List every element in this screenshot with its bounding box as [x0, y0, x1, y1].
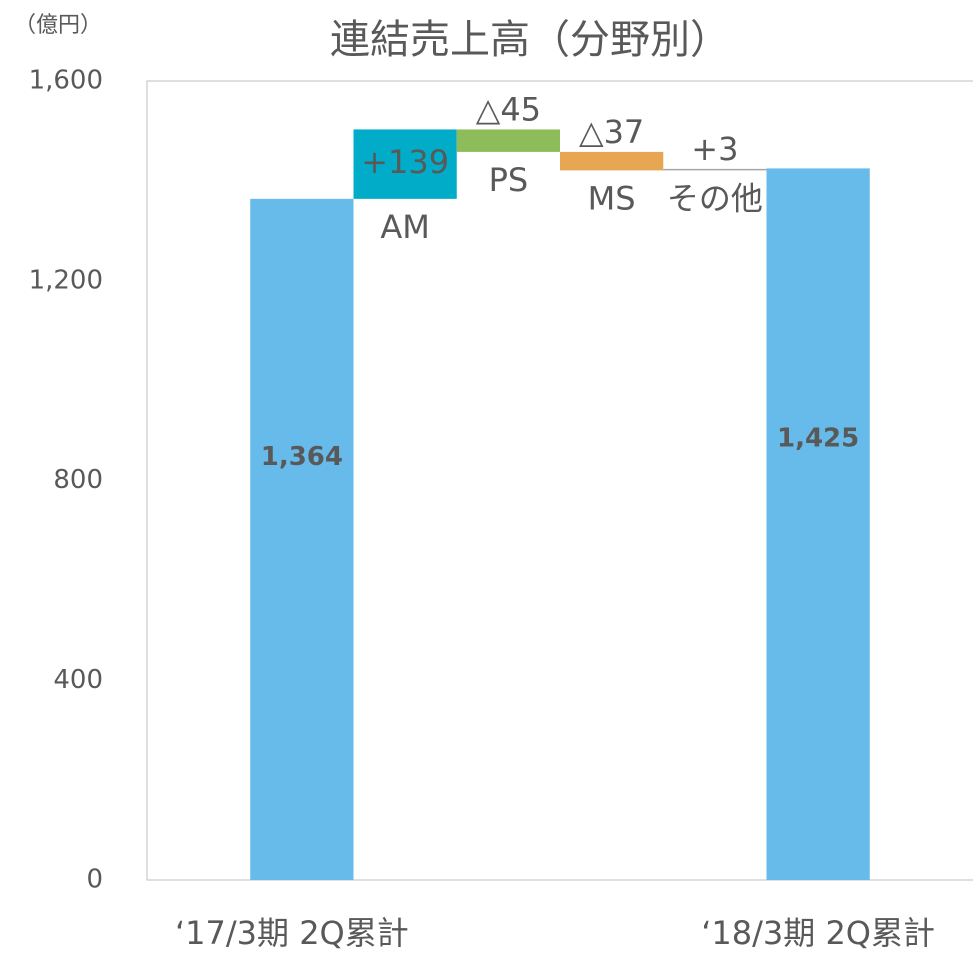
x-tick-label: ‘17/3期 2Q累計 — [175, 914, 409, 952]
value-label: △45 — [476, 90, 541, 128]
y-tick-label: 1,600 — [29, 66, 103, 96]
value-label: 1,364 — [261, 442, 343, 472]
segment-label: MS — [588, 179, 636, 217]
bar — [456, 129, 560, 152]
value-label: +3 — [691, 130, 738, 168]
value-label: 1,425 — [777, 423, 859, 453]
x-tick-label: ‘18/3期 2Q累計 — [701, 914, 935, 952]
y-axis-label: （億円） — [14, 13, 102, 38]
y-tick-label: 1,200 — [29, 265, 103, 295]
bar — [560, 151, 664, 171]
bar — [766, 168, 870, 880]
bar — [663, 168, 767, 171]
y-tick-label: 400 — [53, 665, 103, 695]
value-label: +139 — [361, 143, 449, 181]
y-tick-label: 0 — [86, 865, 103, 895]
bar — [250, 198, 354, 881]
chart-title: 連結売上高（分野別） — [330, 17, 730, 63]
segment-label: PS — [489, 161, 529, 199]
segment-label: その他 — [667, 179, 763, 217]
bar — [353, 129, 457, 199]
y-tick-label: 800 — [53, 465, 103, 495]
segment-label: AM — [380, 208, 430, 246]
plot-frame — [146, 80, 973, 881]
value-label: △37 — [579, 113, 644, 151]
